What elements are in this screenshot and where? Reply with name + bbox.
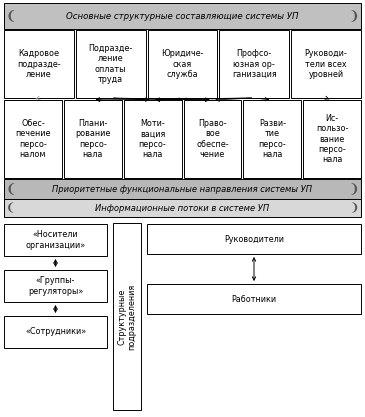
Bar bbox=[4, 3, 361, 29]
Bar bbox=[147, 284, 361, 314]
Text: Профсо-
юзная ор-
ганизация: Профсо- юзная ор- ганизация bbox=[232, 49, 277, 79]
Text: Ис-
пользо-
вание
персо-
нала: Ис- пользо- вание персо- нала bbox=[316, 114, 348, 164]
Text: Обес-
печение
персо-
налом: Обес- печение персо- налом bbox=[15, 119, 51, 159]
Bar bbox=[4, 30, 74, 98]
Text: ❨: ❨ bbox=[6, 203, 16, 213]
Text: «Сотрудники»: «Сотрудники» bbox=[25, 327, 86, 337]
Bar bbox=[147, 30, 218, 98]
Text: ❩: ❩ bbox=[349, 10, 359, 23]
Text: «Группы-
регуляторы»: «Группы- регуляторы» bbox=[28, 276, 83, 296]
Text: Разви-
тие
персо-
нала: Разви- тие персо- нала bbox=[258, 119, 286, 159]
Bar bbox=[4, 179, 361, 199]
Bar bbox=[243, 100, 301, 178]
Bar bbox=[4, 316, 107, 348]
Bar bbox=[76, 30, 146, 98]
Text: ❨: ❨ bbox=[6, 10, 16, 23]
Bar bbox=[184, 100, 241, 178]
Text: Моти-
вация
персо-
нала: Моти- вация персо- нала bbox=[139, 119, 166, 159]
Bar bbox=[291, 30, 361, 98]
Text: Работники: Работники bbox=[231, 294, 277, 304]
Text: Руководители: Руководители bbox=[224, 234, 284, 244]
Text: Плани-
рование
персо-
нала: Плани- рование персо- нала bbox=[75, 119, 111, 159]
Text: Основные структурные составляющие системы УП: Основные структурные составляющие систем… bbox=[66, 12, 299, 20]
Bar bbox=[219, 30, 289, 98]
Text: Приоритетные функциональные направления системы УП: Приоритетные функциональные направления … bbox=[53, 184, 312, 193]
Bar bbox=[124, 100, 181, 178]
Text: «Носители
организации»: «Носители организации» bbox=[26, 230, 85, 250]
Text: Юридиче-
ская
служба: Юридиче- ская служба bbox=[161, 49, 204, 79]
Bar bbox=[4, 199, 361, 217]
Bar bbox=[147, 224, 361, 254]
Text: ❩: ❩ bbox=[349, 183, 359, 196]
Text: ❩: ❩ bbox=[349, 203, 359, 213]
Text: Право-
вое
обеспе-
чение: Право- вое обеспе- чение bbox=[196, 119, 229, 159]
Bar bbox=[303, 100, 361, 178]
Bar bbox=[113, 223, 141, 410]
Text: Кадровое
подразде-
ление: Кадровое подразде- ление bbox=[17, 49, 61, 79]
Text: Руководи-
тели всех
уровней: Руководи- тели всех уровней bbox=[305, 49, 347, 79]
Bar bbox=[64, 100, 122, 178]
Bar bbox=[4, 100, 62, 178]
Text: Структурные
подразделения: Структурные подразделения bbox=[117, 284, 137, 349]
Bar bbox=[4, 224, 107, 256]
Text: ❨: ❨ bbox=[6, 183, 16, 196]
Text: Подразде-
ление
оплаты
труда: Подразде- ление оплаты труда bbox=[89, 44, 133, 84]
Text: Информационные потоки в системе УП: Информационные потоки в системе УП bbox=[95, 203, 270, 213]
Bar bbox=[4, 270, 107, 302]
